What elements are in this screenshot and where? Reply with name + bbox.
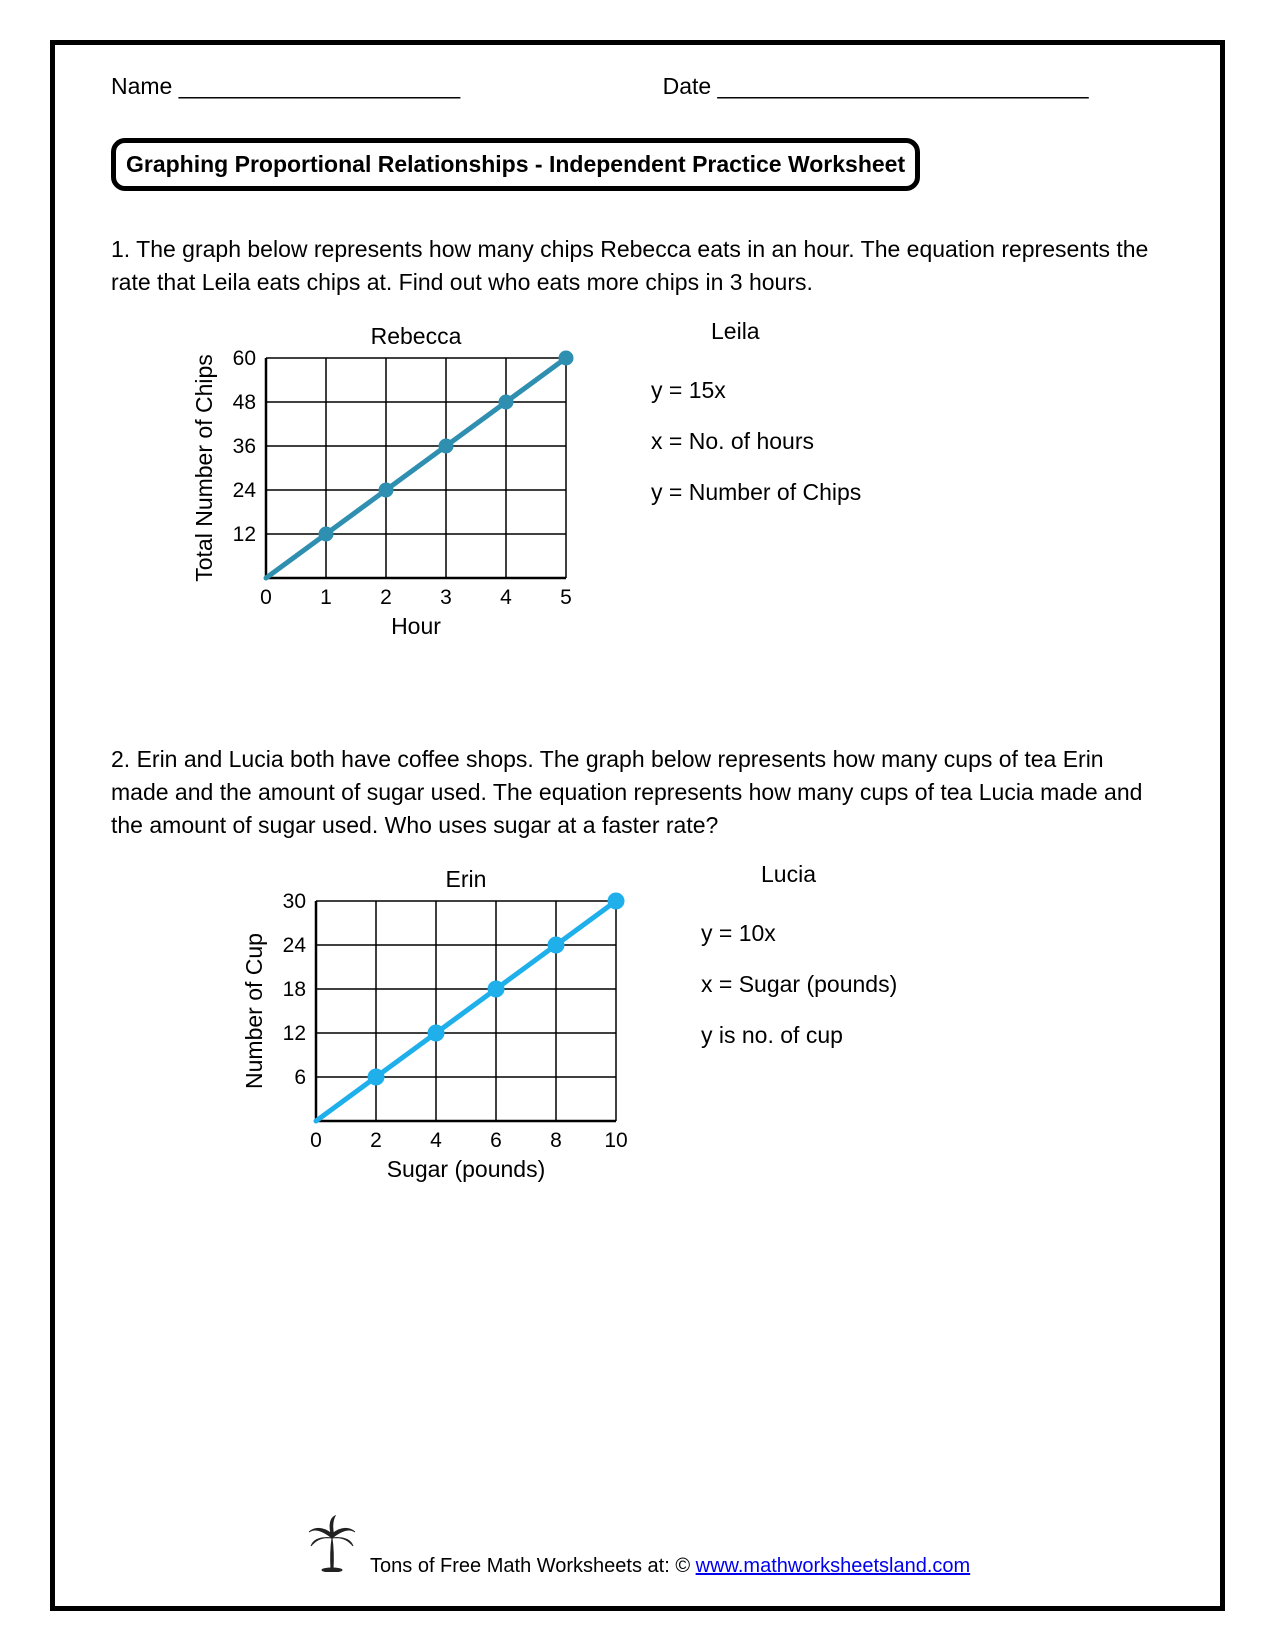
equation-2-title: Lucia bbox=[761, 861, 1164, 888]
problem-1: 0123451224364860RebeccaHourTotal Number … bbox=[111, 318, 1164, 663]
svg-text:36: 36 bbox=[233, 435, 256, 458]
svg-text:Total Number of Chips: Total Number of Chips bbox=[191, 354, 217, 582]
svg-text:8: 8 bbox=[550, 1129, 562, 1152]
name-field-label: Name ______________________ bbox=[111, 73, 663, 100]
svg-text:0: 0 bbox=[260, 586, 272, 609]
svg-text:1: 1 bbox=[320, 586, 332, 609]
equation-1-line-1: x = No. of hours bbox=[651, 428, 1164, 455]
chart-2-container: 0246810612182430ErinSugar (pounds)Number… bbox=[111, 861, 671, 1206]
svg-text:6: 6 bbox=[294, 1066, 306, 1089]
equation-2-line-0: y = 10x bbox=[701, 920, 1164, 947]
svg-text:4: 4 bbox=[430, 1129, 442, 1152]
svg-text:Erin: Erin bbox=[446, 866, 487, 892]
svg-text:48: 48 bbox=[233, 391, 256, 414]
equation-2-column: Lucia y = 10x x = Sugar (pounds) y is no… bbox=[671, 861, 1164, 1206]
worksheet-title: Graphing Proportional Relationships - In… bbox=[111, 138, 920, 191]
page: Name ______________________ Date _______… bbox=[0, 0, 1275, 1651]
content-frame: Name ______________________ Date _______… bbox=[50, 40, 1225, 1611]
footer: Tons of Free Math Worksheets at: © www.m… bbox=[55, 1512, 1220, 1578]
equation-1-column: Leila y = 15x x = No. of hours y = Numbe… bbox=[621, 318, 1164, 663]
svg-text:24: 24 bbox=[233, 479, 257, 502]
svg-text:0: 0 bbox=[310, 1129, 322, 1152]
svg-text:Rebecca: Rebecca bbox=[371, 323, 462, 349]
svg-text:3: 3 bbox=[440, 586, 452, 609]
equation-2-line-1: x = Sugar (pounds) bbox=[701, 971, 1164, 998]
svg-text:2: 2 bbox=[370, 1129, 382, 1152]
header-row: Name ______________________ Date _______… bbox=[111, 73, 1164, 100]
date-field-label: Date _____________________________ bbox=[663, 73, 1164, 100]
chart-2: 0246810612182430ErinSugar (pounds)Number… bbox=[111, 861, 671, 1201]
svg-text:Sugar (pounds): Sugar (pounds) bbox=[387, 1156, 546, 1182]
svg-text:24: 24 bbox=[283, 934, 307, 957]
svg-text:12: 12 bbox=[283, 1022, 306, 1045]
svg-text:12: 12 bbox=[233, 523, 256, 546]
svg-text:30: 30 bbox=[283, 890, 306, 913]
equation-1-line-0: y = 15x bbox=[651, 377, 1164, 404]
svg-text:4: 4 bbox=[500, 586, 512, 609]
footer-text: Tons of Free Math Worksheets at: © bbox=[370, 1555, 696, 1577]
footer-link[interactable]: www.mathworksheetsland.com bbox=[696, 1555, 971, 1577]
svg-text:2: 2 bbox=[380, 586, 392, 609]
svg-text:18: 18 bbox=[283, 978, 306, 1001]
svg-text:10: 10 bbox=[604, 1129, 627, 1152]
chart-1-container: 0123451224364860RebeccaHourTotal Number … bbox=[111, 318, 621, 663]
question-2-text: 2. Erin and Lucia both have coffee shops… bbox=[111, 743, 1164, 843]
equation-2-line-2: y is no. of cup bbox=[701, 1022, 1164, 1049]
svg-text:Number of Cup: Number of Cup bbox=[241, 933, 267, 1089]
svg-text:6: 6 bbox=[490, 1129, 502, 1152]
problem-2: 0246810612182430ErinSugar (pounds)Number… bbox=[111, 861, 1164, 1206]
palm-tree-icon bbox=[305, 1512, 359, 1578]
equation-1-line-2: y = Number of Chips bbox=[651, 479, 1164, 506]
svg-text:5: 5 bbox=[560, 586, 572, 609]
svg-text:60: 60 bbox=[233, 347, 256, 370]
chart-1: 0123451224364860RebeccaHourTotal Number … bbox=[111, 318, 621, 658]
equation-1-title: Leila bbox=[711, 318, 1164, 345]
question-1-text: 1. The graph below represents how many c… bbox=[111, 233, 1164, 300]
svg-text:Hour: Hour bbox=[391, 613, 441, 639]
